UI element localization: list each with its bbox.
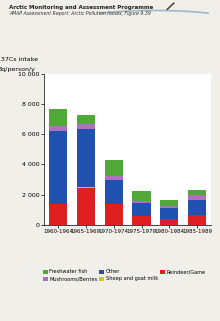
Bar bbox=[188, 190, 206, 195]
Bar bbox=[160, 200, 178, 206]
Bar bbox=[49, 109, 67, 126]
Bar bbox=[188, 200, 206, 215]
Bar bbox=[105, 160, 123, 176]
Text: Bq/person/y: Bq/person/y bbox=[0, 67, 35, 72]
Bar bbox=[49, 126, 67, 131]
Bar bbox=[132, 201, 151, 203]
Bar bbox=[105, 204, 123, 225]
Bar bbox=[160, 219, 178, 225]
Bar bbox=[132, 191, 151, 201]
Bar bbox=[105, 180, 123, 204]
Bar bbox=[188, 195, 206, 200]
Bar bbox=[77, 124, 95, 129]
Bar bbox=[105, 176, 123, 180]
Bar bbox=[77, 115, 95, 124]
Bar bbox=[132, 203, 151, 216]
Bar bbox=[132, 216, 151, 225]
Bar bbox=[188, 215, 206, 225]
Bar bbox=[49, 131, 67, 204]
Legend: Freshwater fish, Mushrooms/Berries, Other, Sheep and goat milk, Reindeer/Game: Freshwater fish, Mushrooms/Berries, Othe… bbox=[43, 269, 206, 282]
Text: 137Cs intake: 137Cs intake bbox=[0, 57, 38, 62]
Text: Arctic Monitoring and Assessment Programme: Arctic Monitoring and Assessment Program… bbox=[9, 5, 153, 10]
Bar bbox=[160, 206, 178, 208]
Bar bbox=[49, 204, 67, 225]
Text: AMAP Assessment Report: Arctic Pollution Issues, Figure 9.39: AMAP Assessment Report: Arctic Pollution… bbox=[9, 11, 151, 16]
Bar bbox=[160, 208, 178, 219]
Bar bbox=[77, 129, 95, 187]
Bar bbox=[77, 188, 95, 225]
